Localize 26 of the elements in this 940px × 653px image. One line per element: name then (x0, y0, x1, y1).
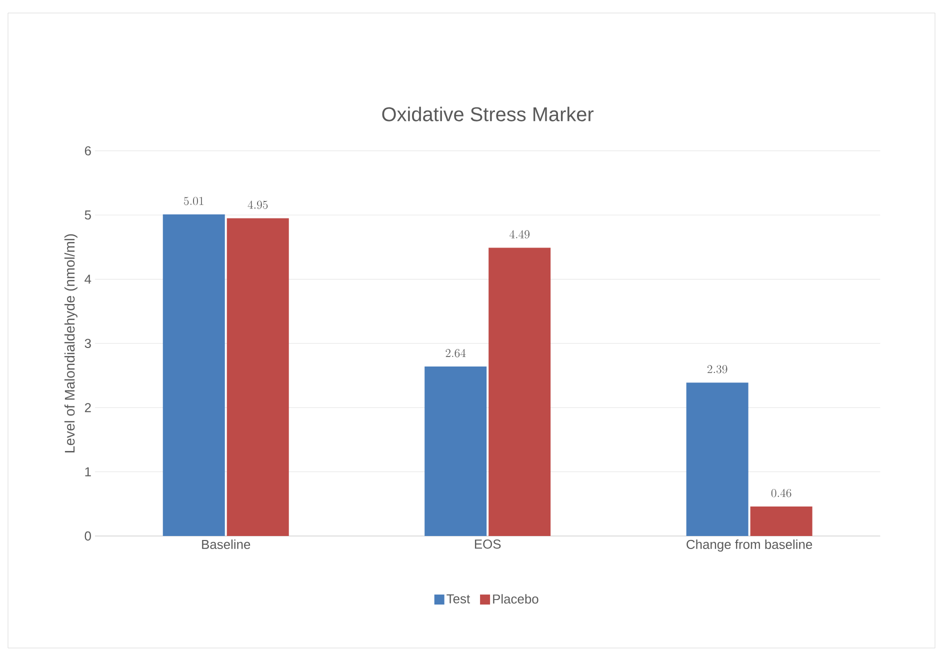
y-tick-label: 0 (84, 531, 91, 541)
y-tick-label: 2 (84, 403, 91, 412)
x-tick-label: EOS (474, 540, 501, 549)
x-tick-label: Baseline (202, 540, 250, 550)
bar (686, 382, 748, 536)
y-axis-title: Level of Malondialdehyde (nmol/ml) (64, 234, 78, 452)
data-label: 2.64 (446, 348, 466, 358)
bar (750, 506, 812, 536)
y-tick-label: 6 (84, 146, 91, 156)
y-tick-label: 4 (84, 274, 92, 284)
bar (162, 214, 225, 536)
chart-title: Oxidative Stress Marker (382, 106, 594, 122)
x-tick-label: Change from baseline (686, 540, 812, 552)
data-label: 5.01 (184, 196, 204, 206)
bar (488, 248, 551, 536)
bar (226, 218, 289, 536)
y-tick-label: 3 (84, 338, 91, 348)
y-tick-label: 5 (84, 210, 91, 220)
data-label: 0.46 (771, 488, 792, 498)
bar (424, 366, 487, 536)
y-tick-label: 1 (85, 467, 91, 476)
data-label: 2.39 (707, 365, 728, 374)
legend-label: Placebo (493, 594, 538, 604)
data-label: 4.95 (248, 200, 268, 209)
legend-label: Test (446, 594, 470, 604)
data-label: 4.49 (510, 230, 530, 238)
